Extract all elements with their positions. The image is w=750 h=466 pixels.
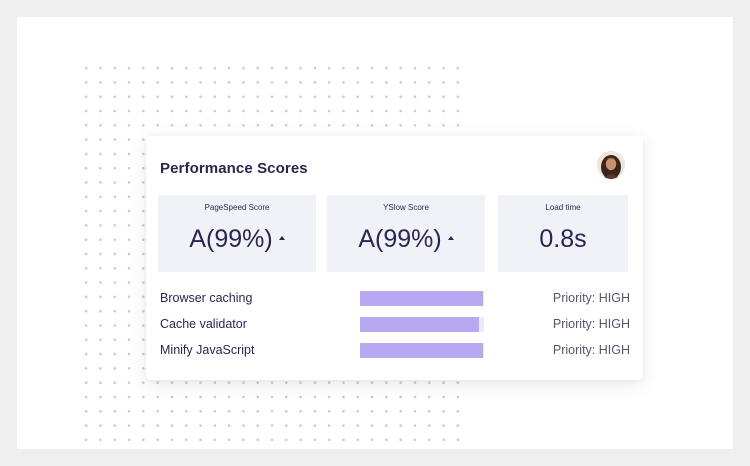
metric-value-text: A(99%) [189,225,273,253]
metric-tile-load-time: Load time 0.8s [498,195,628,272]
priority-bar [360,291,484,306]
priority-bar-fill [360,291,483,306]
metric-value: 0.8s [498,225,628,254]
priority-text: Priority: HIGH [552,317,630,331]
recommendation-label: Browser caching [160,291,253,305]
metric-value: A(99%) [158,225,316,254]
card-title: Performance Scores [160,160,308,177]
metric-value-text: A(99%) [358,225,442,253]
recommendation-label: Minify JavaScript [160,343,255,357]
priority-bar [360,317,484,332]
priority-bar-fill [360,317,480,332]
metric-tile-pagespeed: PageSpeed Score A(99%) [158,195,316,272]
metric-label: YSlow Score [383,203,429,212]
metric-value: A(99%) [327,225,485,254]
metric-value-text: 0.8s [539,225,587,253]
performance-scores-card: Performance Scores PageSpeed Score A(99%… [146,136,643,380]
user-avatar[interactable] [597,151,625,179]
caret-up-icon [278,236,285,241]
metric-tile-yslow: YSlow Score A(99%) [327,195,485,272]
priority-bar [360,343,484,358]
caret-up-icon [447,236,454,241]
priority-text: Priority: HIGH [552,343,630,357]
priority-text: Priority: HIGH [552,291,630,305]
avatar-photo-icon [597,151,625,179]
metric-label: PageSpeed Score [204,203,270,212]
page-frame: Performance Scores PageSpeed Score A(99%… [17,17,733,449]
metric-label: Load time [545,203,581,212]
priority-bar-fill [360,343,483,358]
recommendation-label: Cache validator [160,317,247,331]
